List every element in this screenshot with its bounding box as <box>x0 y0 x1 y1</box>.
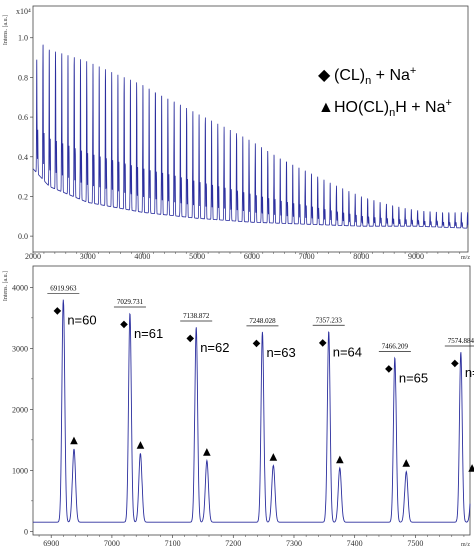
triangle-marker: ▲ <box>402 458 410 469</box>
x-tick-label: 7500 <box>407 539 423 548</box>
legend-marker: ◆ <box>318 67 331 84</box>
triangle-marker: ▲ <box>269 451 277 462</box>
diamond-marker: ◆ <box>451 358 459 369</box>
triangle-marker: ▲ <box>137 439 145 450</box>
x-tick-label: 8000 <box>353 252 369 260</box>
x-tick-label: 7000 <box>299 252 315 260</box>
y-tick-label: 4000 <box>12 283 28 292</box>
legend-label: (CL)n + Na+ <box>334 65 416 87</box>
spectrum-line <box>33 299 471 523</box>
diamond-marker: ◆ <box>120 319 128 330</box>
y-tick-label: 1.0 <box>18 34 28 43</box>
x-tick-label: 5000 <box>189 252 205 260</box>
x-axis-label: m/z <box>461 255 470 260</box>
x-tick-label: 7200 <box>225 539 241 548</box>
triangle-marker: ▲ <box>336 454 344 465</box>
y-axis-label: Intens. [a.u.] <box>3 271 9 301</box>
peak-mz-label: 7466.209 <box>382 342 409 350</box>
peak-annotation: 7248.028 ◆ n=63 <box>246 317 296 360</box>
triangle-marker: ▲ <box>468 462 474 473</box>
legend-label: HO(CL)nH + Na+ <box>334 97 452 119</box>
peak-annotation: 7574.884 ◆ n=66 <box>444 337 474 380</box>
diamond-marker: ◆ <box>53 306 61 317</box>
x-tick-label: 7100 <box>165 539 181 548</box>
peak-n-label: n=62 <box>200 340 229 355</box>
peak-n-label: n=65 <box>399 370 428 385</box>
spectrum-line <box>32 44 469 229</box>
peak-n-label: n=63 <box>266 345 295 360</box>
peak-n-label: n=66 <box>465 365 474 380</box>
top-spectrum-chart: 0.0 0.2 0.4 0.6 0.8 1.0 2000 3000 4000 5000 6000 70… <box>3 5 470 260</box>
y-tick-label: 0.2 <box>18 192 28 201</box>
peak-mz-label: 6919.963 <box>50 285 77 293</box>
peak-annotation: 7029.731 ◆ n=61 <box>113 298 163 341</box>
peak-mz-label: 7574.884 <box>448 337 474 345</box>
peak-n-label: n=60 <box>67 313 96 328</box>
x-tick-label: 6900 <box>43 539 59 548</box>
x-tick-label: 7000 <box>104 539 120 548</box>
peak-n-label: n=61 <box>134 326 163 341</box>
peak-n-label: n=64 <box>333 344 362 359</box>
x-tick-label: 3000 <box>80 252 96 260</box>
diamond-marker: ◆ <box>186 333 194 344</box>
y-tick-label: 0.4 <box>18 153 28 162</box>
x-axis-label: m/z <box>461 542 470 548</box>
y-axis-label: Intens. [a.u.] <box>3 15 9 45</box>
triangle-marker: ▲ <box>203 447 211 458</box>
y-multiplier: x10⁴ <box>16 7 31 16</box>
triangle-marker: ▲ <box>70 435 78 446</box>
x-tick-label: 9000 <box>408 252 424 260</box>
bottom-spectrum-chart: 0 1000 2000 3000 4000 6900 7000 7100 7200 7300 740… <box>3 265 474 548</box>
y-tick-label: 1000 <box>12 466 28 475</box>
legend-entry: ◆ (CL)n + Na+ <box>318 65 416 87</box>
y-tick-label: 2000 <box>12 405 28 414</box>
y-tick-label: 0 <box>24 527 28 536</box>
peak-mz-label: 7029.731 <box>117 298 144 306</box>
diamond-marker: ◆ <box>319 337 327 348</box>
diamond-marker: ◆ <box>385 363 393 374</box>
legend-marker: ▲ <box>318 99 334 116</box>
legend-entry: ▲ HO(CL)nH + Na+ <box>318 97 452 119</box>
x-tick-label: 7400 <box>347 539 363 548</box>
y-tick-label: 3000 <box>12 344 28 353</box>
peak-mz-label: 7248.028 <box>249 317 276 325</box>
y-tick-label: 0.0 <box>18 232 28 241</box>
x-tick-label: 4000 <box>134 252 150 260</box>
x-tick-label: 2000 <box>25 252 41 260</box>
y-tick-label: 0.6 <box>18 113 28 122</box>
diamond-marker: ◆ <box>253 338 261 349</box>
peak-mz-label: 7138.872 <box>183 312 210 320</box>
y-tick-label: 0.8 <box>18 73 28 82</box>
peak-annotation: 7357.233 ◆ n=64 <box>312 316 362 359</box>
x-tick-label: 6000 <box>244 252 260 260</box>
x-tick-label: 7300 <box>286 539 302 548</box>
peak-mz-label: 7357.233 <box>316 316 343 324</box>
peak-annotation: 6919.963 ◆ n=60 <box>47 285 97 328</box>
peak-annotation: 7466.209 ◆ n=65 <box>378 342 428 385</box>
peak-annotation: 7138.872 ◆ n=62 <box>180 312 229 355</box>
